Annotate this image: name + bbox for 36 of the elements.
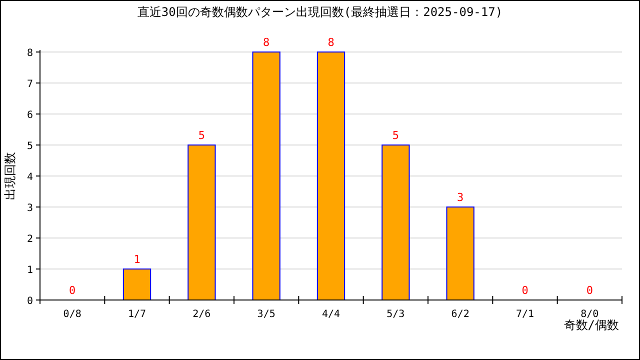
bar <box>252 52 280 300</box>
x-tick-label: 6/2 <box>451 309 470 320</box>
y-tick-label: 7 <box>26 79 34 90</box>
x-tick-label: 1/7 <box>128 309 146 320</box>
data-label: 5 <box>392 129 399 142</box>
data-label: 5 <box>198 129 205 142</box>
y-tick-label: 5 <box>26 141 34 152</box>
data-label: 8 <box>263 36 270 49</box>
x-axis-title: 奇数/偶数 <box>564 318 619 332</box>
y-tick-label: 3 <box>26 203 34 214</box>
bar <box>122 268 152 300</box>
x-tick-label: 4/4 <box>322 309 340 320</box>
y-tick-label: 6 <box>26 110 34 121</box>
x-tick-label: 3/5 <box>257 309 276 320</box>
data-label: 0 <box>522 284 528 297</box>
data-label: 0 <box>69 284 76 297</box>
data-label: 0 <box>586 284 593 297</box>
x-tick-label: 2/6 <box>192 309 211 320</box>
bar <box>382 144 410 300</box>
bar <box>188 144 216 300</box>
x-tick-label: 8/0 <box>580 309 599 320</box>
bar <box>316 52 346 300</box>
data-label: 1 <box>134 253 140 266</box>
x-tick-label: 7/1 <box>516 309 534 320</box>
bar <box>446 206 474 300</box>
y-tick-label: 0 <box>26 296 34 307</box>
y-tick-label: 4 <box>26 172 34 183</box>
data-label: 3 <box>457 191 464 204</box>
y-tick-label: 1 <box>26 265 34 276</box>
chart-title: 直近30回の奇数偶数パターン出現回数(最終抽選日：2025-09-17) <box>137 5 503 19</box>
y-axis-title: 出現回数 <box>3 152 17 200</box>
y-tick-label: 2 <box>26 234 34 245</box>
x-tick-label: 0/8 <box>63 309 82 320</box>
data-label: 8 <box>328 36 334 49</box>
y-tick-label: 8 <box>26 48 34 59</box>
x-tick-label: 5/3 <box>386 309 405 320</box>
